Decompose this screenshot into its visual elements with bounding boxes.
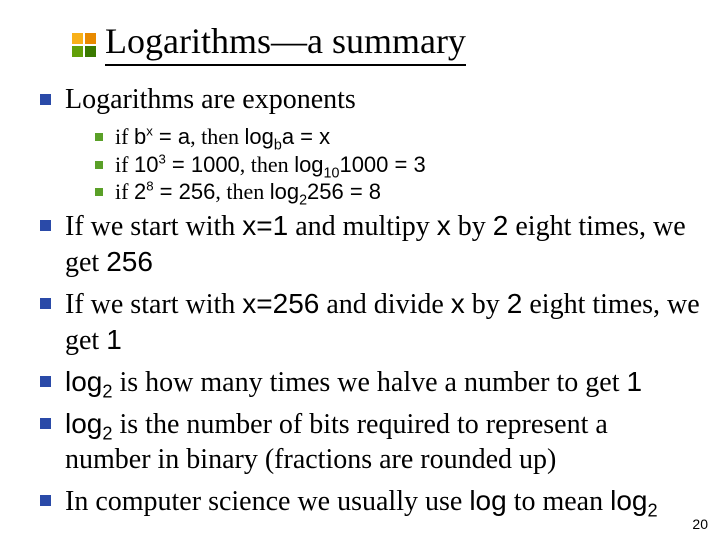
bullet-icon bbox=[40, 94, 51, 105]
bullet-icon bbox=[95, 188, 103, 196]
bullet-icon bbox=[40, 495, 51, 506]
bullet-6: In computer science we usually use log t… bbox=[40, 483, 700, 519]
bullet-icon bbox=[40, 418, 51, 429]
bullet-2: If we start with x=1 and multipy x by 2 … bbox=[40, 208, 700, 280]
accent-sq-3 bbox=[72, 46, 83, 57]
accent-sq-1 bbox=[72, 33, 83, 44]
page-number: 20 bbox=[692, 516, 708, 532]
bullet-3: If we start with x=256 and divide x by 2… bbox=[40, 286, 700, 358]
bullet-6-text: In computer science we usually use log t… bbox=[65, 483, 658, 519]
bullet-5-text: log2 is the number of bits required to r… bbox=[65, 406, 700, 477]
bullet-4: log2 is how many times we halve a number… bbox=[40, 364, 700, 400]
bullet-icon bbox=[95, 161, 103, 169]
bullet-4-text: log2 is how many times we halve a number… bbox=[65, 364, 642, 400]
bullet-3-text: If we start with x=256 and divide x by 2… bbox=[65, 286, 700, 358]
sub-2: if 103 = 1000, then log101000 = 3 bbox=[95, 151, 700, 179]
title-accent-squares bbox=[72, 33, 99, 60]
bullet-1: Logarithms are exponents bbox=[40, 82, 700, 117]
title-wrap: Logarithms—a summary bbox=[105, 22, 466, 66]
accent-sq-2 bbox=[85, 33, 96, 44]
slide-content: Logarithms are exponents if bx = a, then… bbox=[40, 82, 700, 525]
sub-3: if 28 = 256, then log2256 = 8 bbox=[95, 178, 700, 206]
bullet-5: log2 is the number of bits required to r… bbox=[40, 406, 700, 477]
bullet-icon bbox=[40, 220, 51, 231]
bullet-icon bbox=[40, 298, 51, 309]
bullet-2-text: If we start with x=1 and multipy x by 2 … bbox=[65, 208, 700, 280]
sub-1: if bx = a, then logba = x bbox=[95, 123, 700, 151]
bullet-icon bbox=[95, 133, 103, 141]
bullet-icon bbox=[40, 376, 51, 387]
sub-bullets: if bx = a, then logba = x if 103 = 1000,… bbox=[95, 123, 700, 206]
sub-2-text: if 103 = 1000, then log101000 = 3 bbox=[115, 151, 426, 179]
bullet-1-text: Logarithms are exponents bbox=[65, 82, 356, 117]
accent-sq-4 bbox=[85, 46, 96, 57]
sub-3-text: if 28 = 256, then log2256 = 8 bbox=[115, 178, 381, 206]
sub-1-text: if bx = a, then logba = x bbox=[115, 123, 330, 151]
slide-title: Logarithms—a summary bbox=[105, 22, 466, 66]
